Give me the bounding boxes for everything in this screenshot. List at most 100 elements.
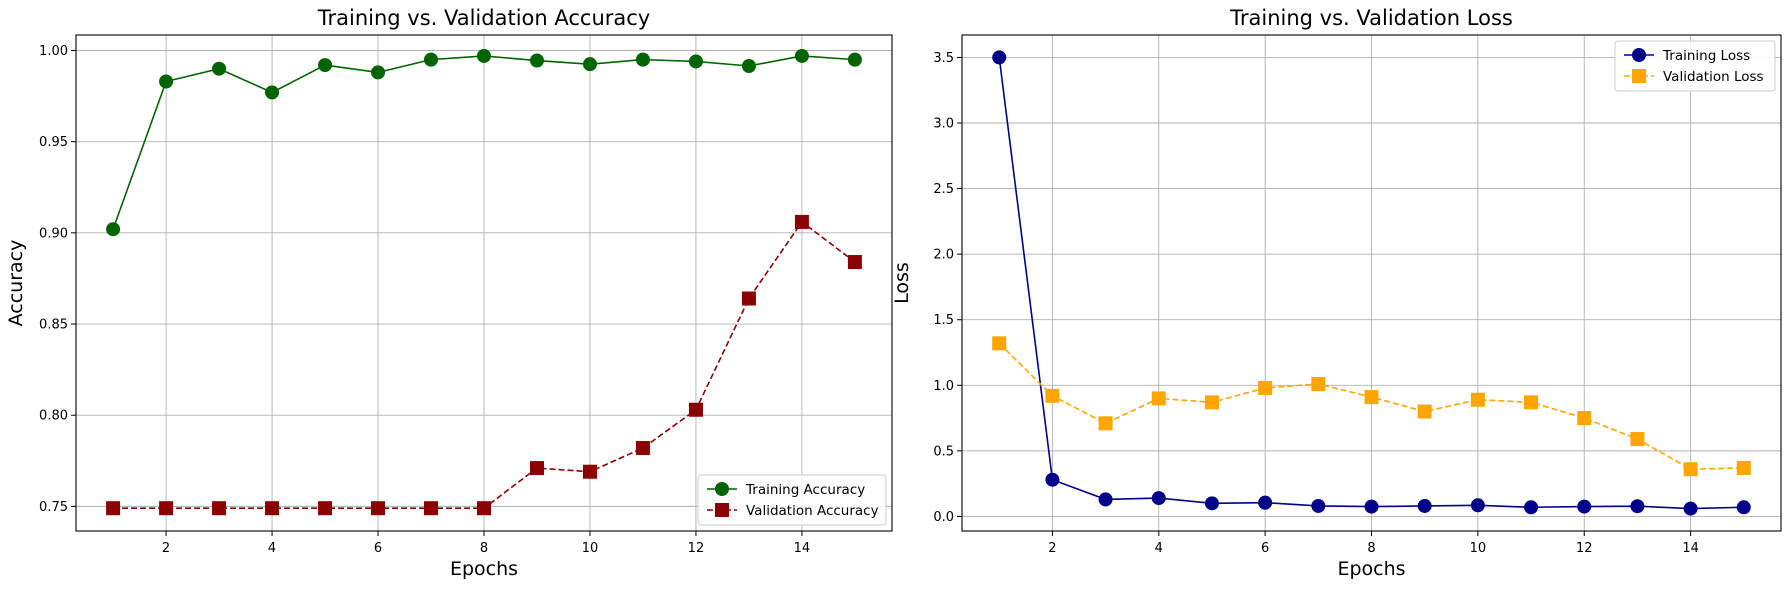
chart1-legend-label: Validation Accuracy	[746, 503, 879, 519]
chart1-series-1-point	[741, 59, 756, 73]
chart1-x-tick-label: 8	[480, 541, 488, 556]
chart1-series-1-point	[582, 57, 597, 72]
chart2-y-tick-label: 3.5	[933, 51, 954, 66]
chart2-x-tick-label: 10	[1470, 541, 1487, 556]
chart2-series-2-point	[1098, 416, 1113, 431]
chart2-series-1-point	[1630, 499, 1645, 514]
chart1-series-1-point	[529, 53, 544, 68]
chart1-y-axis-title: Accuracy	[5, 240, 27, 327]
chart2-x-tick-label: 2	[1048, 541, 1056, 556]
chart2-series-1-point	[1577, 499, 1592, 514]
chart2-title: Training vs. Validation Loss	[1229, 6, 1513, 30]
chart1-x-tick-label: 6	[374, 541, 382, 556]
chart1-x-tick-label: 4	[268, 541, 276, 556]
chart1-series-1-point	[212, 61, 227, 76]
chart2-series-2-point	[1151, 391, 1166, 406]
chart1-series-2-point	[477, 501, 491, 516]
chart1-series-2-point	[159, 501, 174, 516]
chart2-series-2-point	[1258, 380, 1273, 395]
chart1-y-tick-label: 0.75	[39, 500, 68, 515]
chart2-series-2-point	[1524, 395, 1539, 410]
chart2-x-axis-title: Epochs	[1337, 558, 1405, 580]
chart2-series-1-point	[1258, 495, 1273, 510]
chart2-series-2-point	[1364, 390, 1379, 405]
chart1-series-1-point	[424, 52, 439, 67]
chart2-series-1-point	[1524, 500, 1539, 515]
chart1-series-2-point	[635, 441, 650, 456]
chart1-legend-box	[697, 474, 887, 526]
chart1-series-2-point	[212, 501, 227, 516]
chart2-series-1-point	[1204, 496, 1219, 511]
chart2-series-2-point	[1417, 404, 1432, 419]
chart1-series-2-point	[741, 291, 756, 306]
chart1-legend-swatch-marker	[715, 503, 729, 517]
chart2-y-axis-title: Loss	[891, 262, 913, 304]
chart2-series-1-point	[1470, 498, 1485, 513]
chart2-y-tick-label: 0.5	[933, 444, 954, 459]
chart1-series-2-point	[318, 501, 333, 516]
chart2-y-tick-label: 2.5	[933, 182, 954, 197]
chart2-legend-box	[1614, 40, 1776, 92]
chart2-x-tick-label: 14	[1682, 541, 1699, 556]
chart1-y-tick-label: 0.80	[39, 409, 68, 424]
chart1-x-tick-label: 12	[688, 541, 705, 556]
chart1-legend-swatch-marker	[715, 482, 729, 496]
chart1-y-tick-label: 0.95	[39, 135, 68, 150]
chart2-panel: 2 4 6 8 10 12 14 0.0 0.5 1.0 1.5 2.0 2.5 3.0 3.5 Traini…	[891, 6, 1782, 580]
chart2-legend: Training Loss Validation Loss	[1614, 40, 1776, 92]
chart1-panel: 2 4 6 8 10 12 14 0.75 0.80 0.85 0.90 0.95 1.00 Traini…	[5, 6, 893, 580]
chart2-y-tick-label: 2.0	[933, 248, 954, 263]
chart2-series-1-point	[1098, 492, 1113, 507]
chart2-series-2-point	[1630, 432, 1645, 447]
chart2-legend-label: Validation Loss	[1663, 69, 1764, 85]
chart1-series-1-point	[688, 54, 703, 69]
chart2-series-2-point	[1577, 411, 1592, 426]
chart1-series-1-point	[847, 52, 862, 67]
chart2-x-tick-label: 6	[1261, 541, 1269, 556]
chart1-legend-label: Training Accuracy	[745, 482, 865, 498]
chart1-series-1-point	[371, 65, 386, 80]
chart2-series-1-point	[1683, 501, 1698, 516]
chart2-series-2-point	[1470, 392, 1485, 407]
chart2-series-2-point	[1311, 376, 1326, 391]
chart2-series-1-point	[1736, 500, 1751, 515]
chart2-y-tick-label: 1.5	[933, 313, 954, 328]
chart1-x-tick-label: 14	[794, 541, 811, 556]
chart1-series-1-point	[265, 85, 280, 100]
chart2-series-1-point	[1417, 498, 1432, 513]
chart2-series-1-point	[1045, 472, 1060, 487]
chart1-y-tick-label: 1.00	[39, 44, 68, 59]
chart1-series-1-point	[159, 74, 174, 89]
chart2-series-2-point	[1736, 460, 1751, 475]
chart1-y-tick-label: 0.85	[39, 318, 68, 333]
chart1-legend: Training Accuracy Validation Accuracy	[697, 474, 887, 526]
chart1-series-2-point	[688, 402, 703, 417]
chart1-series-2-point	[582, 464, 597, 479]
chart1-series-1-point	[635, 52, 650, 67]
chart2-y-tick-label: 3.0	[933, 117, 954, 132]
chart1-series-2-point	[529, 461, 544, 476]
chart2-series-1-point	[1364, 499, 1379, 514]
chart2-x-tick-label: 12	[1576, 541, 1593, 556]
chart2-y-tick-label: 1.0	[933, 379, 954, 394]
chart2-legend-swatch-marker	[1632, 69, 1646, 83]
chart1-series-1-point	[318, 58, 333, 73]
chart1-series-2-point	[424, 501, 439, 516]
chart2-series-2-point	[1045, 388, 1060, 403]
chart2-x-tick-label: 8	[1367, 541, 1375, 556]
chart2-series-2-point	[1204, 395, 1219, 410]
chart1-series-1-point	[794, 48, 809, 63]
chart2-x-tick-label: 4	[1155, 541, 1163, 556]
chart1-series-2-point	[371, 501, 386, 516]
chart1-series-1-point	[477, 48, 491, 63]
chart1-series-2-point	[106, 501, 121, 516]
chart2-legend-label: Training Loss	[1662, 48, 1750, 64]
chart1-x-tick-label: 2	[162, 541, 170, 556]
chart1-series-2-point	[847, 255, 862, 270]
chart1-series-1-point	[106, 222, 121, 237]
chart1-series-2-point	[794, 214, 809, 229]
chart1-x-tick-label: 10	[582, 541, 599, 556]
chart2-series-1-point	[1151, 491, 1166, 506]
